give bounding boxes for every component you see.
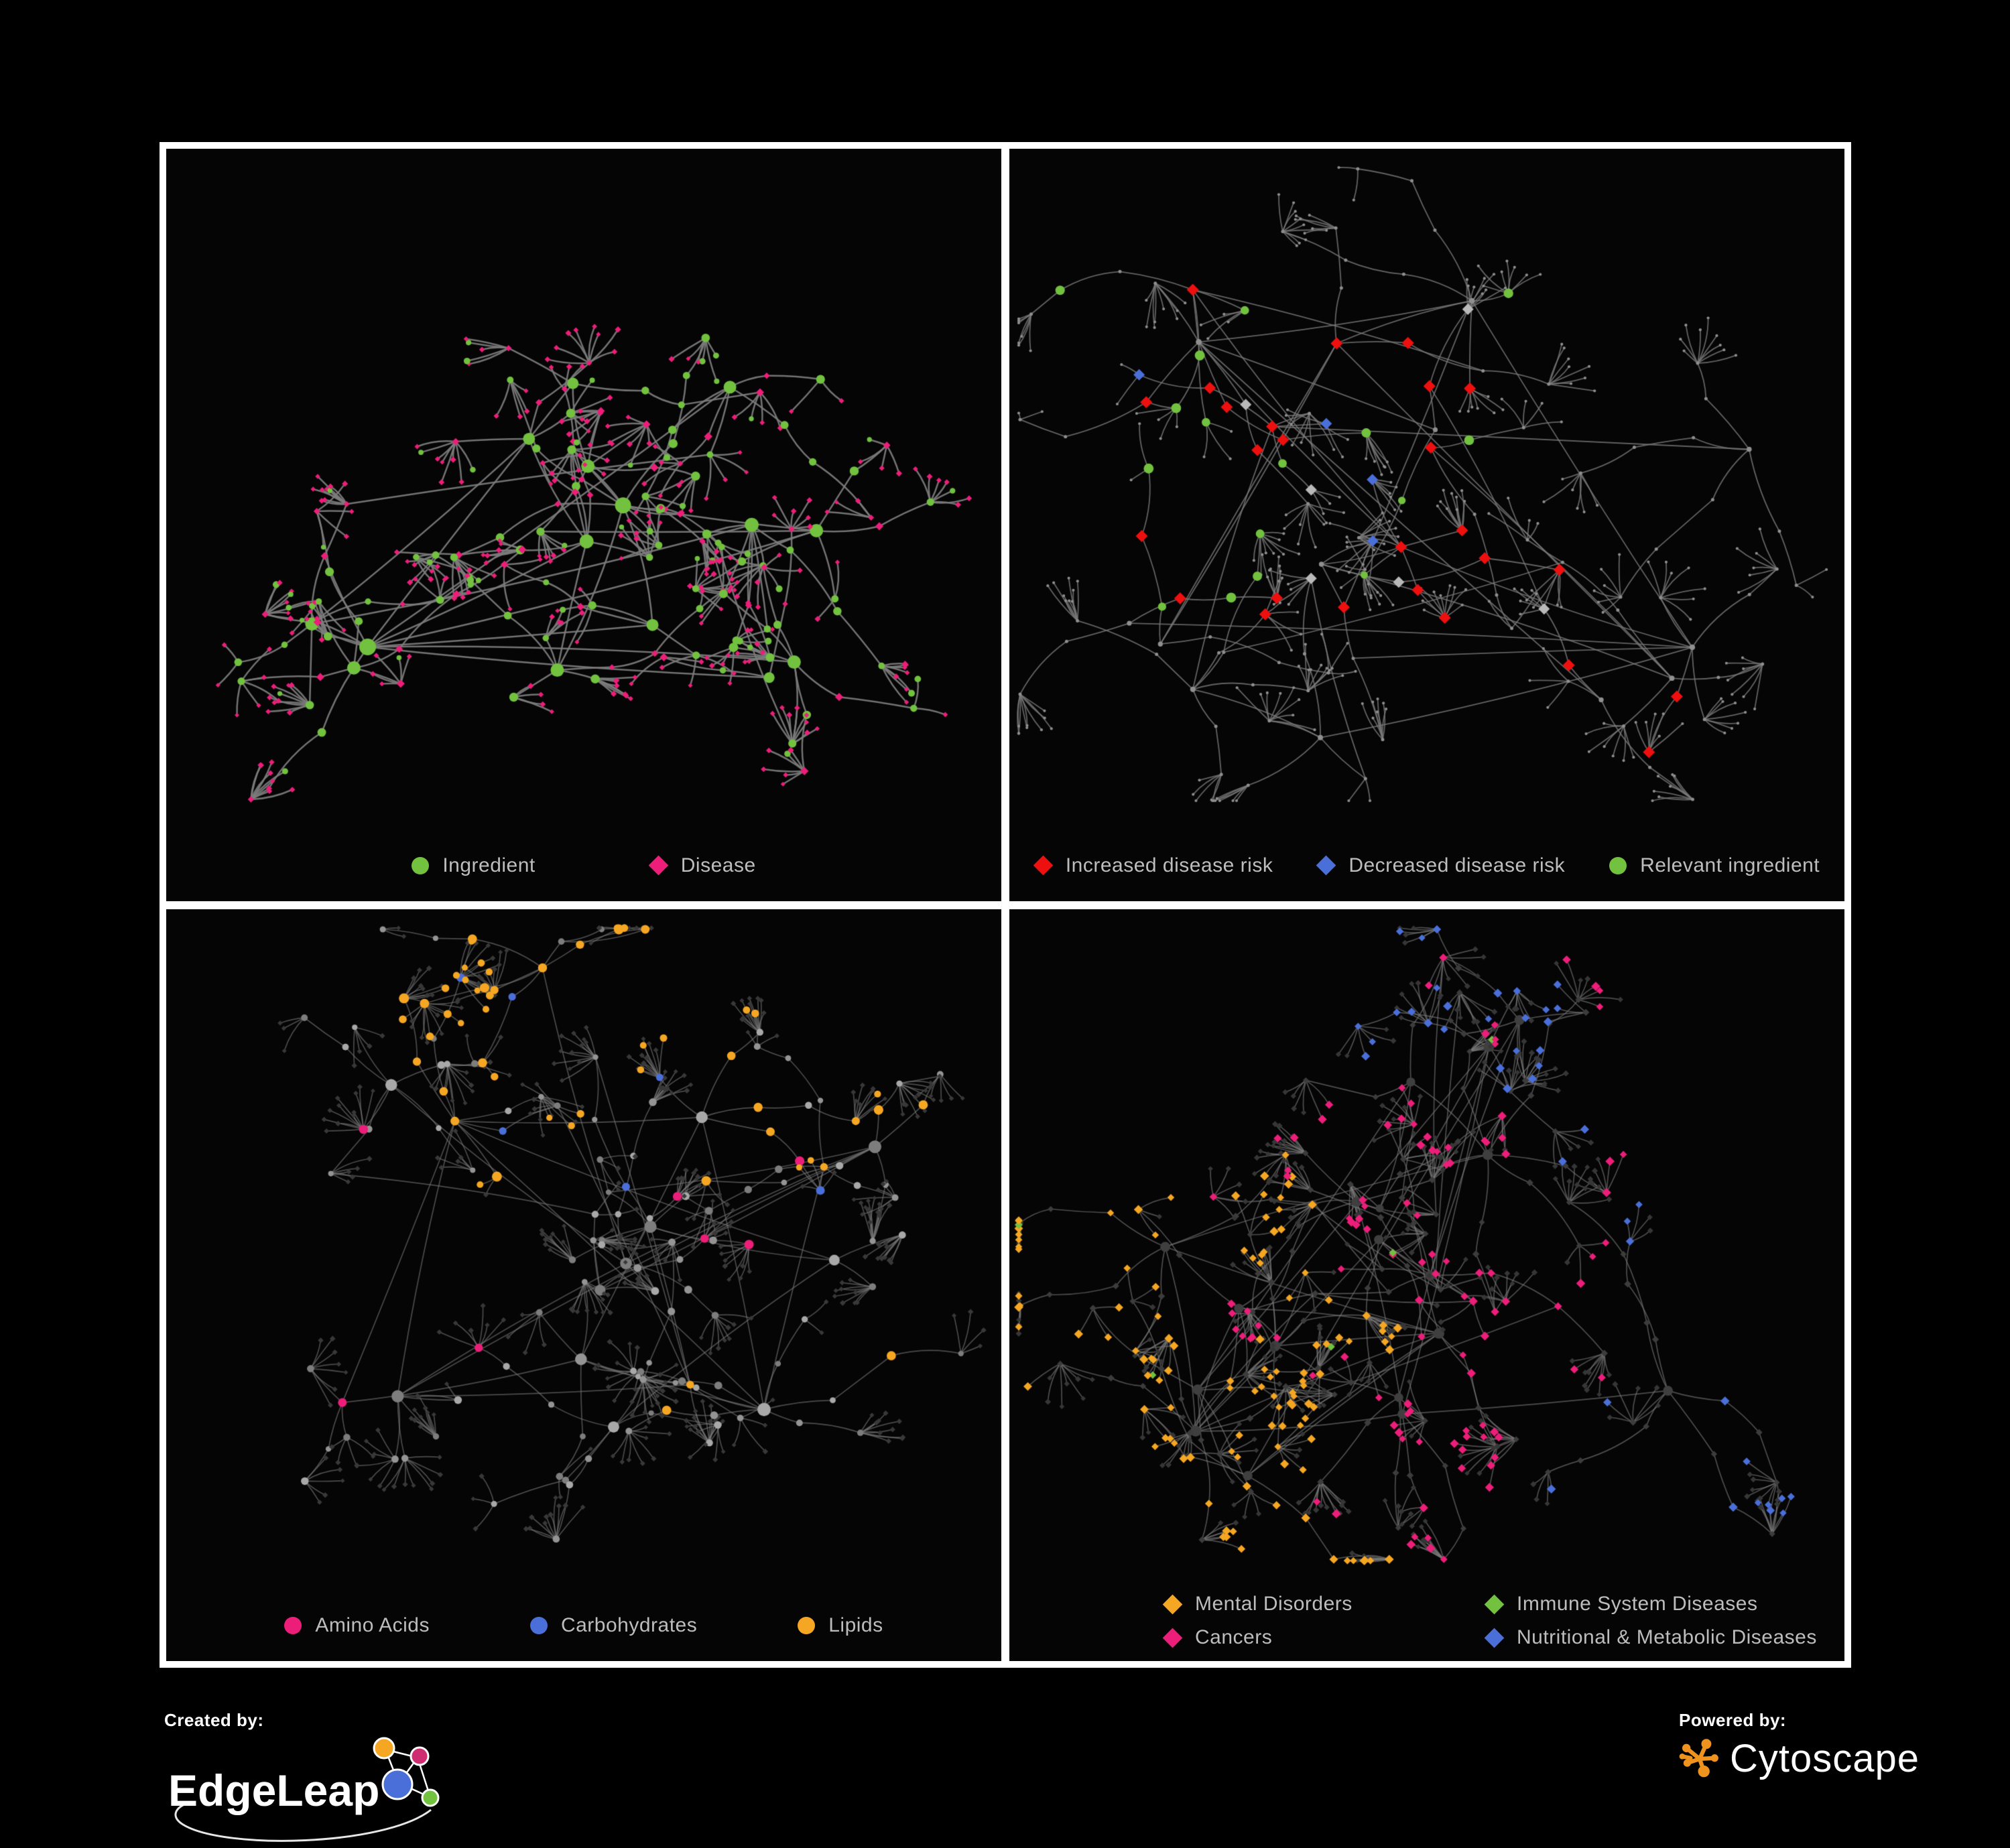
diamond-marker-icon [1162, 1594, 1183, 1614]
legend-item-disease: Disease [648, 854, 756, 877]
legend-label: Increased disease risk [1065, 854, 1273, 876]
diamond-marker-icon [1484, 1594, 1505, 1614]
diamond-marker-icon [1162, 1628, 1183, 1648]
legend-item-amino-acids: Amino Acids [284, 1614, 430, 1637]
legend-label: Lipids [828, 1614, 883, 1636]
circle-marker-icon [1609, 856, 1627, 874]
legend-disease-category: Mental Disorders Immune System Diseases Ca… [1162, 1593, 1844, 1649]
network-canvas-disease-category [1009, 909, 1844, 1661]
legend-item-nutritional-metabolic-diseases: Nutritional & Metabolic Diseases [1484, 1626, 1817, 1649]
created-by-label: Created by: [164, 1710, 264, 1730]
legend-item-ingredient: Ingredient [412, 854, 535, 877]
network-canvas-ingredient-disease [166, 149, 1001, 901]
diamond-marker-icon [648, 855, 669, 876]
legend-item-lipids: Lipids [798, 1614, 883, 1637]
panel-disease-category: Mental Disorders Immune System Diseases Ca… [1009, 909, 1844, 1661]
powered-by-label: Powered by: [1679, 1710, 1787, 1730]
circle-marker-icon [798, 1617, 816, 1634]
panel-ingredient-disease: Ingredient Disease [166, 149, 1001, 901]
legend-ingredient-disease: Ingredient Disease [166, 854, 1001, 877]
diamond-marker-icon [1484, 1628, 1505, 1648]
legend-label: Relevant ingredient [1640, 854, 1820, 876]
panel-nutrient-class: Amino Acids Carbohydrates Lipids [166, 909, 1001, 1661]
legend-label: Amino Acids [315, 1614, 430, 1636]
legend-item-increased-disease-risk: Increased disease risk [1033, 854, 1273, 877]
legend-label: Disease [680, 854, 756, 876]
diamond-marker-icon [1033, 855, 1054, 876]
circle-marker-icon [529, 1617, 548, 1634]
legend-disease-risk: Increased disease risk Decreased disease … [1009, 854, 1844, 877]
legend-label: Mental Disorders [1195, 1593, 1353, 1615]
legend-label: Ingredient [442, 854, 536, 876]
cytoscape-wordmark: Cytoscape [1730, 1737, 1920, 1780]
edgeleap-logo: EdgeLeap [168, 1737, 440, 1842]
powered-by-block: Powered by: Cytoscape [1679, 1710, 1920, 1781]
legend-label: Nutritional & Metabolic Diseases [1517, 1626, 1817, 1648]
legend-label: Decreased disease risk [1348, 854, 1566, 876]
legend-label: Cancers [1195, 1626, 1273, 1648]
legend-item-cancers: Cancers [1162, 1626, 1479, 1649]
legend-item-relevant-ingredient: Relevant ingredient [1609, 854, 1820, 877]
circle-marker-icon [412, 856, 430, 874]
legend-item-mental-disorders: Mental Disorders [1162, 1593, 1479, 1615]
legend-item-immune-system-diseases: Immune System Diseases [1484, 1593, 1817, 1615]
legend-nutrient-class: Amino Acids Carbohydrates Lipids [166, 1614, 1001, 1637]
circle-marker-icon [284, 1617, 302, 1634]
edgeleap-wordmark: EdgeLeap [168, 1766, 379, 1815]
legend-label: Carbohydrates [560, 1614, 698, 1636]
edgeleap-glyph-icon [373, 1737, 440, 1807]
network-canvas-nutrient-class [166, 909, 1001, 1661]
panel-disease-risk: Increased disease risk Decreased disease … [1009, 149, 1844, 901]
legend-label: Immune System Diseases [1517, 1593, 1758, 1615]
legend-item-carbohydrates: Carbohydrates [529, 1614, 698, 1637]
diamond-marker-icon [1316, 855, 1336, 876]
legend-item-decreased-disease-risk: Decreased disease risk [1316, 854, 1566, 877]
figure-board: Ingredient Disease Increased disease risk… [160, 142, 1851, 1668]
created-by-block: Created by: EdgeLeap [164, 1710, 540, 1848]
cytoscape-logo-icon [1679, 1738, 1718, 1777]
network-canvas-disease-risk [1009, 149, 1844, 901]
